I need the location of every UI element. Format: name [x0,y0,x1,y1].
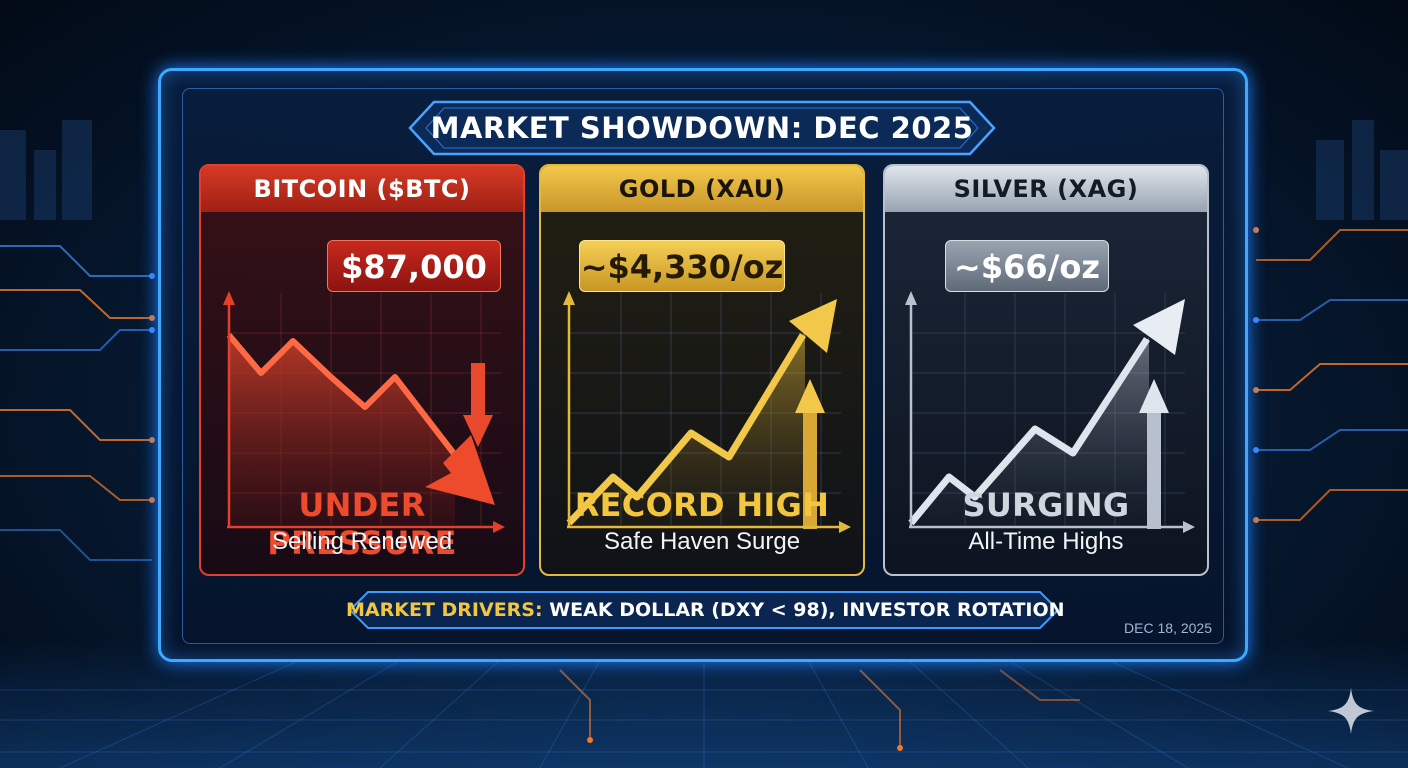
market-drivers-label: MARKET DRIVERS: [346,599,543,621]
bitcoin-down-chart [223,291,505,533]
title-plate: MARKET SHOWDOWN: DEC 2025 [404,96,1000,160]
gold-subtitle: Safe Haven Surge [603,528,801,555]
bitcoin-panel: BITCOIN ($BTC) $87,000 UNDER PRESSURE Se… [199,164,525,576]
bitcoin-header: BITCOIN ($BTC) [201,166,523,212]
silver-price: ~$66/oz [945,240,1109,292]
silver-subtitle: All-Time Highs [968,528,1124,555]
gold-price: ~$4,330/oz [579,240,785,292]
silver-up-chart [905,291,1195,533]
gold-panel: GOLD (XAU) ~$4,330/oz RECORD HIGH Safe H… [539,164,865,576]
bitcoin-status: UNDER PRESSURE [267,486,457,562]
gold-up-chart [563,291,851,533]
gold-header: GOLD (XAU) [541,166,863,212]
market-drivers-value: WEAK DOLLAR (DXY < 98), INVESTOR ROTATIO… [549,599,1065,621]
page-title: MARKET SHOWDOWN: DEC 2025 [430,111,974,145]
bitcoin-subtitle: Selling Renewed [271,528,453,555]
gold-status: RECORD HIGH [574,486,830,524]
silver-status: SURGING [962,486,1130,524]
market-drivers-banner: MARKET DRIVERS: WEAK DOLLAR (DXY < 98), … [346,588,1065,632]
bitcoin-price: $87,000 [327,240,501,292]
silver-panel: SILVER (XAG) ~$66/oz SURGING All-Time Hi… [883,164,1209,576]
silver-header: SILVER (XAG) [885,166,1207,212]
sparkle-icon [1328,688,1374,734]
dashboard-inner-border [182,88,1224,644]
date-stamp: DEC 18, 2025 [1124,620,1212,636]
